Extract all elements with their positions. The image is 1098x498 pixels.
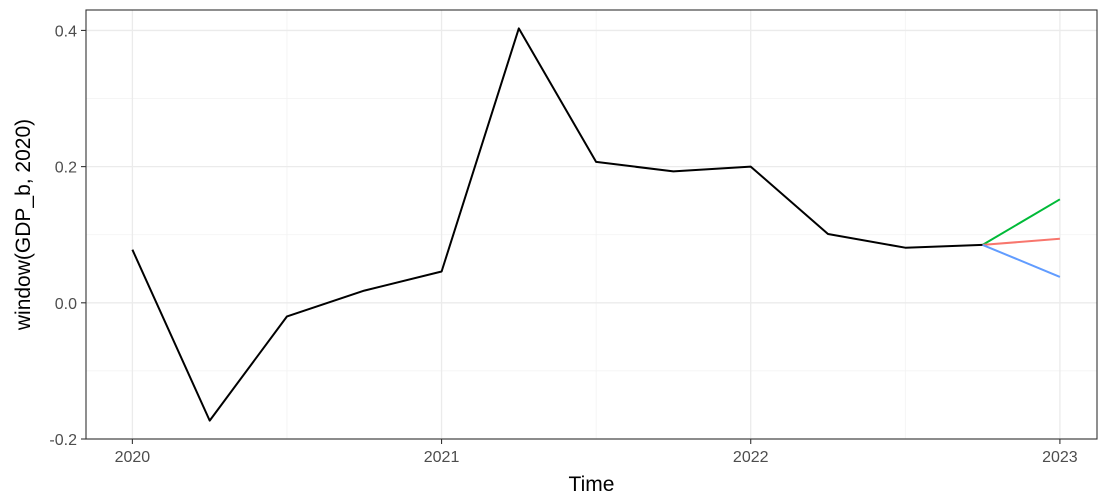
y-axis: -0.2 0.0 0.2 0.4 <box>49 23 86 449</box>
x-axis: 2020 2021 2022 2023 <box>115 439 1078 466</box>
y-tick-label: 0.2 <box>55 160 77 177</box>
x-tick-label: 2023 <box>1042 449 1078 466</box>
series-line-3 <box>982 243 1061 278</box>
plot-panel-border <box>85 9 1098 440</box>
minor-gridlines <box>86 10 1097 439</box>
y-tick-label: 0.0 <box>55 296 77 313</box>
series-line-1 <box>982 198 1061 246</box>
y-tick-label: 0.4 <box>55 23 77 40</box>
x-tick-label: 2021 <box>424 449 460 466</box>
series-line-2 <box>982 237 1060 246</box>
y-tick-label: -0.2 <box>49 432 77 449</box>
x-axis-title: Time <box>569 473 615 496</box>
series-layer <box>131 27 1061 422</box>
y-axis-title: window(GDP_b, 2020) <box>12 119 35 331</box>
series-line-0 <box>131 27 983 422</box>
x-tick-label: 2022 <box>733 449 769 466</box>
x-tick-label: 2020 <box>115 449 151 466</box>
